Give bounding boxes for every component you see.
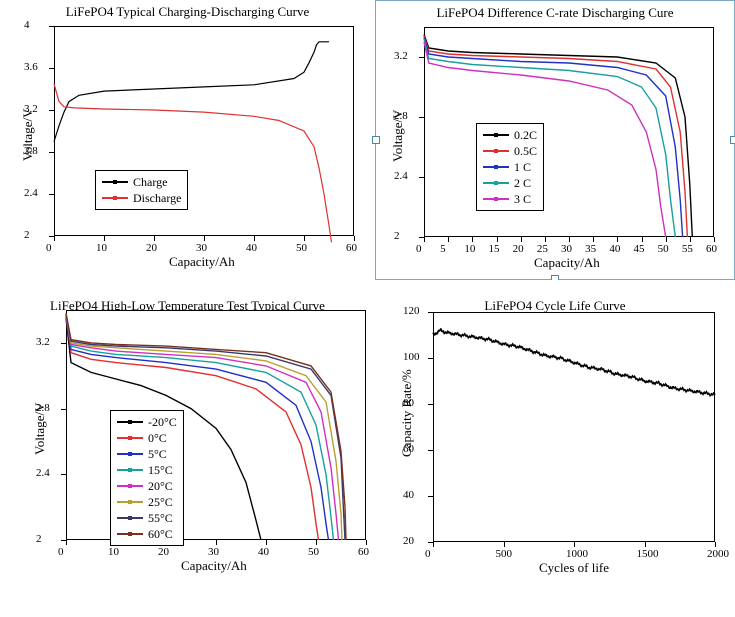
y-tick-label: 3.2 [36,336,50,348]
legend-swatch [117,501,143,503]
chart-temperature: LiFePO4 High-Low Temperature Test Typica… [0,280,375,585]
legend-item: 0°C [117,430,177,446]
legend-label: 0.5C [514,143,537,159]
legend-item: 2 C [483,175,537,191]
legend-item: Discharge [102,190,181,206]
legend-label: 3 C [514,191,531,207]
chart-grid: LiFePO4 Typical Charging-Discharging Cur… [0,0,735,585]
legend-swatch [117,517,143,519]
legend-swatch [117,469,143,471]
legend-label: 0°C [148,430,167,446]
legend-item: 20°C [117,478,177,494]
legend-item: 25°C [117,494,177,510]
series-line [433,329,715,396]
legend-label: 0.2C [514,127,537,143]
legend-label: -20°C [148,414,177,430]
chart-c-rate: LiFePO4 Difference C-rate Discharging Cu… [375,0,735,280]
legend-swatch [483,134,509,136]
legend-label: 20°C [148,478,173,494]
chart2-title: LiFePO4 Difference C-rate Discharging Cu… [376,5,734,21]
legend: ChargeDischarge [95,170,188,210]
x-tick-label: 0 [58,546,64,558]
series-line [54,42,329,142]
chart-cycle-life: LiFePO4 Cycle Life Curve Capacity Rate/%… [375,280,735,585]
legend-swatch [483,182,509,184]
y-tick-label: 2.4 [24,187,38,199]
y-tick-label: 80 [403,397,414,409]
x-tick-label: 0 [46,242,52,254]
legend: -20°C0°C5°C15°C20°C25°C55°C60°C [110,410,184,546]
legend-item: -20°C [117,414,177,430]
legend-swatch [117,533,143,535]
legend-label: Discharge [133,190,181,206]
selection-handle[interactable] [372,136,380,144]
plot-svg [433,312,735,617]
legend-label: 5°C [148,446,167,462]
legend-item: 0.2C [483,127,537,143]
legend-swatch [117,485,143,487]
legend-item: 1 C [483,159,537,175]
y-tick-label: 3.2 [24,103,38,115]
legend-label: 60°C [148,526,173,542]
legend-swatch [102,181,128,183]
x-tick-label: 0 [416,243,422,255]
series-line [424,35,692,238]
plot-svg [54,26,429,306]
y-tick-label: 2.4 [36,467,50,479]
legend: 0.2C0.5C1 C2 C3 C [476,123,544,211]
legend-label: 25°C [148,494,173,510]
y-tick-label: 2.4 [394,170,408,182]
series-line [66,313,342,540]
legend-swatch [483,150,509,152]
legend-swatch [483,198,509,200]
legend-item: 15°C [117,462,177,478]
legend-label: 15°C [148,462,173,478]
chart-charge-discharge: LiFePO4 Typical Charging-Discharging Cur… [0,0,375,280]
series-line [54,84,332,243]
legend-label: 55°C [148,510,173,526]
y-tick-label: 4 [24,19,30,31]
y-tick-label: 2.8 [36,402,50,414]
legend-swatch [483,166,509,168]
y-tick-label: 120 [403,305,420,317]
legend-swatch [117,437,143,439]
legend-swatch [102,197,128,199]
y-tick-label: 20 [403,535,414,547]
y-tick-label: 2 [394,230,400,242]
legend-label: 1 C [514,159,531,175]
chart1-title: LiFePO4 Typical Charging-Discharging Cur… [0,4,375,20]
series-line [424,38,683,238]
legend-item: 60°C [117,526,177,542]
y-tick-label: 3.2 [394,50,408,62]
legend-item: 55°C [117,510,177,526]
legend-label: Charge [133,174,167,190]
legend-item: 5°C [117,446,177,462]
legend-label: 2 C [514,175,531,191]
legend-item: 3 C [483,191,537,207]
legend-item: 0.5C [483,143,537,159]
legend-item: Charge [102,174,181,190]
plot-svg [424,27,735,305]
x-tick-label: 0 [425,548,431,560]
y-tick-label: 2 [36,533,42,545]
y-tick-label: 40 [403,489,414,501]
legend-swatch [117,453,143,455]
y-tick-label: 3.6 [24,61,38,73]
y-tick-label: 100 [403,351,420,363]
y-tick-label: 2.8 [394,110,408,122]
legend-swatch [117,421,143,423]
y-tick-label: 60 [403,443,414,455]
y-tick-label: 2.8 [24,145,38,157]
y-tick-label: 2 [24,229,30,241]
